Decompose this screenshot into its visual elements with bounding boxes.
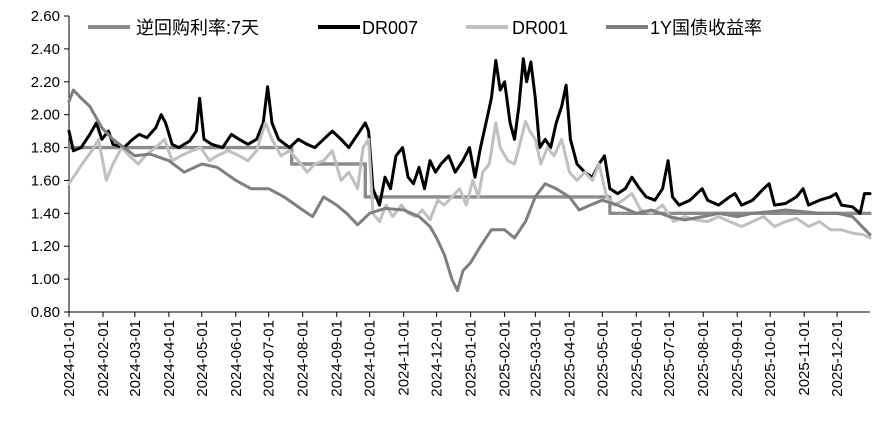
- y-tick-label: 2.00: [31, 107, 60, 124]
- x-tick-label: 2024-09-01: [329, 320, 346, 397]
- x-tick-label: 2024-08-01: [295, 320, 312, 397]
- y-tick-label: 1.40: [31, 205, 60, 222]
- x-tick-label: 2024-01-01: [61, 320, 78, 397]
- legend-label-0: 逆回购利率:7天: [136, 18, 259, 38]
- series-line-0: [67, 145, 872, 215]
- x-tick-label: 2024-12-01: [429, 320, 446, 397]
- series-line-1: [67, 57, 872, 215]
- x-tick-label: 2025-07-01: [661, 320, 678, 397]
- y-tick-label: 2.60: [31, 8, 60, 25]
- x-tick-label: 2025-10-01: [762, 320, 779, 397]
- y-tick-label: 2.40: [31, 41, 60, 58]
- x-tick-label: 2025-01-01: [463, 320, 480, 397]
- x-tick-label: 2024-10-01: [362, 320, 379, 397]
- y-tick-label: 1.00: [31, 271, 60, 288]
- y-tick-label: 1.60: [31, 172, 60, 189]
- x-tick-label: 2025-09-01: [729, 320, 746, 397]
- y-tick-label: 0.80: [31, 304, 60, 321]
- x-tick-label: 2025-02-01: [497, 320, 514, 397]
- legend-label-3: 1Y国债收益率: [650, 18, 762, 38]
- legend-label-2: DR001: [512, 18, 568, 38]
- x-tick-label: 2025-12-01: [829, 320, 846, 397]
- x-tick-label: 2024-07-01: [261, 320, 278, 397]
- x-tick-label: 2025-03-01: [527, 320, 544, 397]
- series-line-2: [67, 119, 872, 240]
- x-tick-label: 2024-04-01: [161, 320, 178, 397]
- x-tick-label: 2024-06-01: [228, 320, 245, 397]
- x-tick-label: 2024-03-01: [127, 320, 144, 397]
- x-tick-label: 2024-05-01: [194, 320, 211, 397]
- y-tick-label: 1.20: [31, 238, 60, 255]
- legend-label-1: DR007: [362, 18, 418, 38]
- x-tick-label: 2024-02-01: [95, 320, 112, 397]
- x-tick-label: 2025-11-01: [796, 320, 813, 396]
- legend: 逆回购利率:7天 DR007 DR001 1Y国债收益率: [88, 18, 762, 38]
- y-tick-label: 2.20: [31, 74, 60, 91]
- y-tick-label: 1.80: [31, 140, 60, 157]
- x-tick-label: 2025-06-01: [628, 320, 645, 397]
- series-line-3: [67, 88, 872, 293]
- x-tick-label: 2025-05-01: [594, 320, 611, 397]
- x-tick-label: 2025-04-01: [561, 320, 578, 397]
- x-tick-label: 2024-11-01: [396, 320, 413, 396]
- x-tick-label: 2025-08-01: [695, 320, 712, 397]
- series-lines: [67, 57, 872, 293]
- axes: 0.80 1.00 1.20 1.40 1.60 1.80 2.00 2.20 2.40 2.60…: [31, 8, 870, 397]
